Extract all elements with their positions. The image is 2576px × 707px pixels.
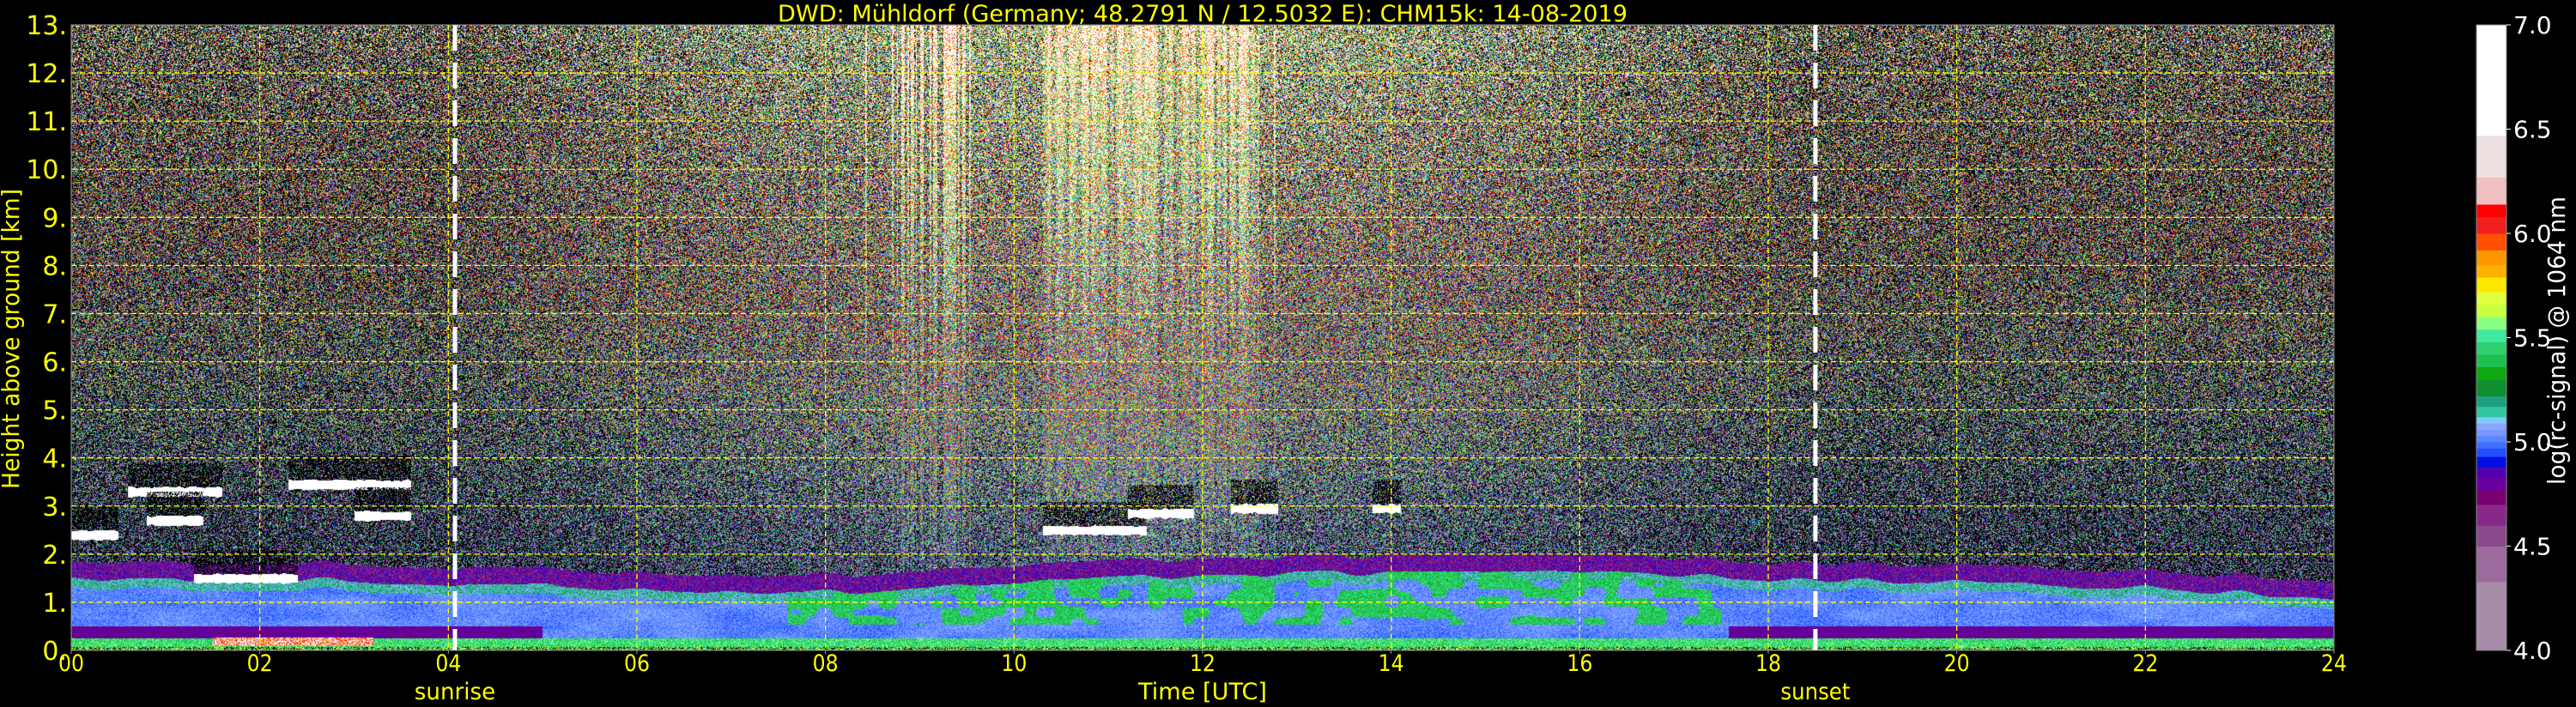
colorbar-level	[2476, 525, 2506, 547]
y-tick-label: 12.	[26, 59, 67, 89]
y-tick-label: 11.	[26, 107, 67, 137]
y-tick-label: 9.	[42, 203, 67, 233]
colorbar-level	[2476, 203, 2506, 218]
colorbar: 4.0 4.5 5.0 5.5 6.0 6.5 7.0	[2476, 11, 2552, 665]
colorbar-level	[2476, 581, 2506, 651]
y-axis: 0. 1. 2. 3. 4. 5. 6. 7. 8. 9. 10. 11. 12. 13.	[26, 11, 67, 667]
y-tick-label: 2.	[42, 541, 67, 571]
y-tick-label: 4.	[42, 444, 67, 474]
colorbar-tick-label: 4.0	[2513, 637, 2552, 665]
colorbar-level	[2476, 416, 2506, 424]
colorbar-level	[2476, 233, 2506, 251]
colorbar-level	[2476, 250, 2506, 265]
colorbar-level	[2476, 423, 2506, 430]
colorbar-level	[2476, 366, 2506, 380]
x-axis: 00 02 04 06 08 10 12 14 16 18 20 22 24	[58, 650, 2347, 677]
x-tick-label: 18	[1755, 650, 1781, 677]
colorbar-level	[2476, 277, 2506, 293]
colorbar-level	[2476, 354, 2506, 368]
colorbar-level	[2476, 135, 2506, 178]
x-tick-label: 14	[1379, 650, 1404, 677]
colorbar-level	[2476, 317, 2506, 330]
colorbar-level	[2476, 177, 2506, 205]
y-tick-label: 5.	[42, 396, 67, 426]
sunrise-label: sunrise	[415, 679, 496, 705]
colorbar-level	[2476, 341, 2506, 355]
colorbar-tick-label: 5.0	[2513, 428, 2552, 456]
colorbar-level	[2476, 489, 2506, 505]
colorbar-level	[2476, 456, 2506, 468]
gridlines	[71, 25, 2334, 650]
x-tick-label: 16	[1567, 650, 1592, 677]
colorbar-tick-label: 4.5	[2513, 533, 2552, 561]
colorbar-level	[2476, 477, 2506, 491]
y-tick-label: 8.	[42, 251, 67, 281]
y-tick-label: 7.	[42, 299, 67, 329]
x-axis-label: Time [UTC]	[1137, 679, 1267, 705]
x-tick-label: 06	[624, 650, 650, 677]
y-tick-label: 6.	[42, 348, 67, 378]
chart-title: DWD: Mühldorf (Germany; 48.2791 N / 12.5…	[778, 1, 1627, 27]
colorbar-level	[2476, 429, 2506, 437]
x-tick-label: 10	[1001, 650, 1027, 677]
colorbar-level	[2476, 406, 2506, 418]
x-tick-label: 12	[1190, 650, 1215, 677]
colorbar-level	[2476, 25, 2506, 136]
x-tick-label: 04	[435, 650, 461, 677]
colorbar-level	[2476, 264, 2506, 278]
colorbar-tick-label: 6.0	[2513, 220, 2552, 248]
y-tick-label: 10.	[26, 155, 67, 185]
colorbar-level	[2476, 504, 2506, 526]
x-tick-label: 22	[2132, 650, 2158, 677]
colorbar-label: log(rc-signal) @ 1064 nm	[2543, 196, 2571, 485]
y-axis-label: Height above ground [km]	[0, 189, 25, 489]
colorbar-level	[2476, 304, 2506, 317]
y-tick-label: 13.	[26, 11, 67, 41]
sun-markers: sunrise sunset	[415, 25, 1850, 705]
colorbar-level	[2476, 448, 2506, 457]
x-tick-label: 24	[2321, 650, 2347, 677]
colorbar-tick-label: 6.5	[2513, 116, 2552, 144]
colorbar-level	[2476, 435, 2506, 443]
x-tick-label: 02	[247, 650, 273, 677]
colorbar-tick-label: 7.0	[2513, 11, 2552, 39]
colorbar-level	[2476, 379, 2506, 397]
sunset-label: sunset	[1780, 679, 1850, 705]
y-tick-label: 1.	[42, 589, 67, 619]
colorbar-level	[2476, 329, 2506, 342]
x-tick-label: 20	[1944, 650, 1970, 677]
x-tick-label: 00	[58, 650, 84, 677]
y-tick-label: 0.	[42, 637, 67, 667]
colorbar-level	[2476, 467, 2506, 478]
colorbar-tick-label: 5.5	[2513, 324, 2552, 353]
colorbar-level	[2476, 442, 2506, 449]
x-tick-label: 08	[813, 650, 839, 677]
colorbar-level	[2476, 292, 2506, 305]
colorbar-level	[2476, 216, 2506, 234]
colorbar-level	[2476, 396, 2506, 408]
y-tick-label: 3.	[42, 492, 67, 523]
colorbar-level	[2476, 546, 2506, 583]
